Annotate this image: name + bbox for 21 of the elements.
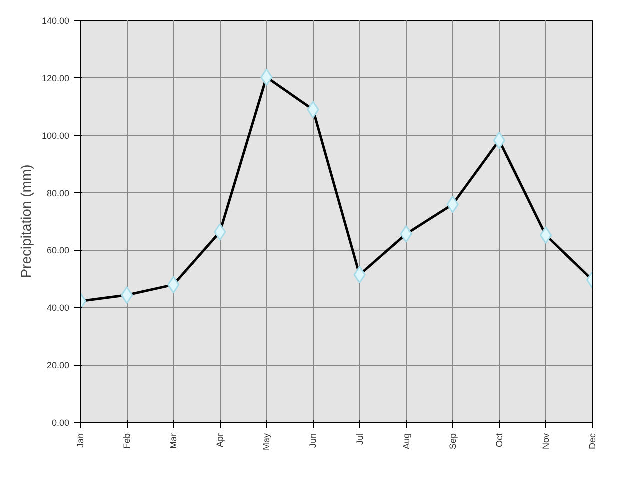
y-tick-label: 140.00 [42, 16, 70, 26]
x-tick-label: Mar [168, 433, 179, 449]
x-tick-label: Oct [494, 433, 504, 448]
y-axis-title: Precipitation (mm) [18, 164, 34, 278]
x-tick-label: Dec [588, 433, 598, 450]
x-tick-label: Jan [76, 433, 86, 448]
x-tick-label: Aug [401, 434, 412, 450]
y-tick-label: 120.00 [42, 73, 70, 84]
x-tick-label: Apr [215, 433, 226, 448]
y-tick-label: 80.00 [46, 188, 70, 198]
x-tick-label: Jul [354, 433, 365, 446]
x-tick-label: Feb [122, 433, 132, 450]
x-tick-label: Sep [448, 434, 458, 450]
x-tick-label: May [262, 433, 272, 450]
y-tick-label: 40.00 [46, 303, 70, 314]
y-tick-label: 60.00 [46, 246, 70, 256]
y-tick-label: 20.00 [46, 360, 70, 371]
x-tick-label: Jun [308, 433, 318, 448]
y-tick-label: 0.00 [52, 418, 70, 428]
y-tick-label: 100.00 [42, 130, 70, 141]
x-tick-label: Nov [540, 433, 551, 450]
